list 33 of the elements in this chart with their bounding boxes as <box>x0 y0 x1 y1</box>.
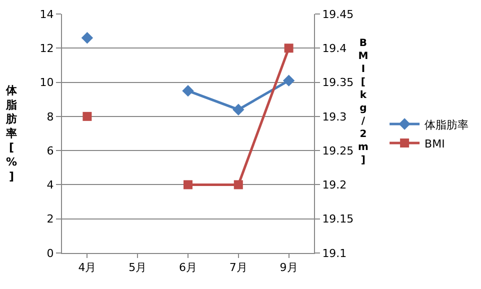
y-tick-label: 10 <box>40 76 54 90</box>
y-axis-title: 体脂肪率[%] <box>5 84 18 183</box>
x-tick-label: 7月 <box>229 261 248 274</box>
y2-tick-label: 19.3 <box>322 110 347 124</box>
point <box>182 84 194 97</box>
text: BMI[kg/2m] <box>358 38 368 166</box>
point <box>232 104 244 116</box>
point <box>284 44 294 53</box>
x-tick-label: 5月 <box>128 261 147 274</box>
y-tick-label: 2 <box>46 212 54 226</box>
point <box>82 112 92 121</box>
x-tick-label: 9月 <box>280 261 298 274</box>
y2-tick-label: 19.4 <box>322 42 347 55</box>
point <box>81 32 94 44</box>
y2-tick-label: 19.45 <box>322 8 354 21</box>
point <box>234 180 243 190</box>
y2-tick-label: 19.35 <box>322 76 354 90</box>
x-tick-label: 4月 <box>78 261 96 274</box>
point <box>184 180 192 190</box>
legend-label: 体脂肪率 <box>424 118 469 132</box>
legend-label: BMI <box>424 137 445 150</box>
y2-tick-label: 19.25 <box>322 144 354 158</box>
point <box>282 74 295 86</box>
y-tick-label: 14 <box>40 8 54 21</box>
y-tick-label: 6 <box>46 144 54 158</box>
y2-tick-label: 19.2 <box>322 178 347 192</box>
y2-tick-label: 19.15 <box>322 212 354 226</box>
y2-tick-label: 19.1 <box>322 246 347 260</box>
y-tick-label: 12 <box>40 42 54 55</box>
x-tick-label: 6月 <box>179 261 197 274</box>
y-tick-label: 0 <box>46 246 54 260</box>
y-tick-label: 4 <box>46 178 54 192</box>
y-tick-label: 8 <box>46 110 54 124</box>
